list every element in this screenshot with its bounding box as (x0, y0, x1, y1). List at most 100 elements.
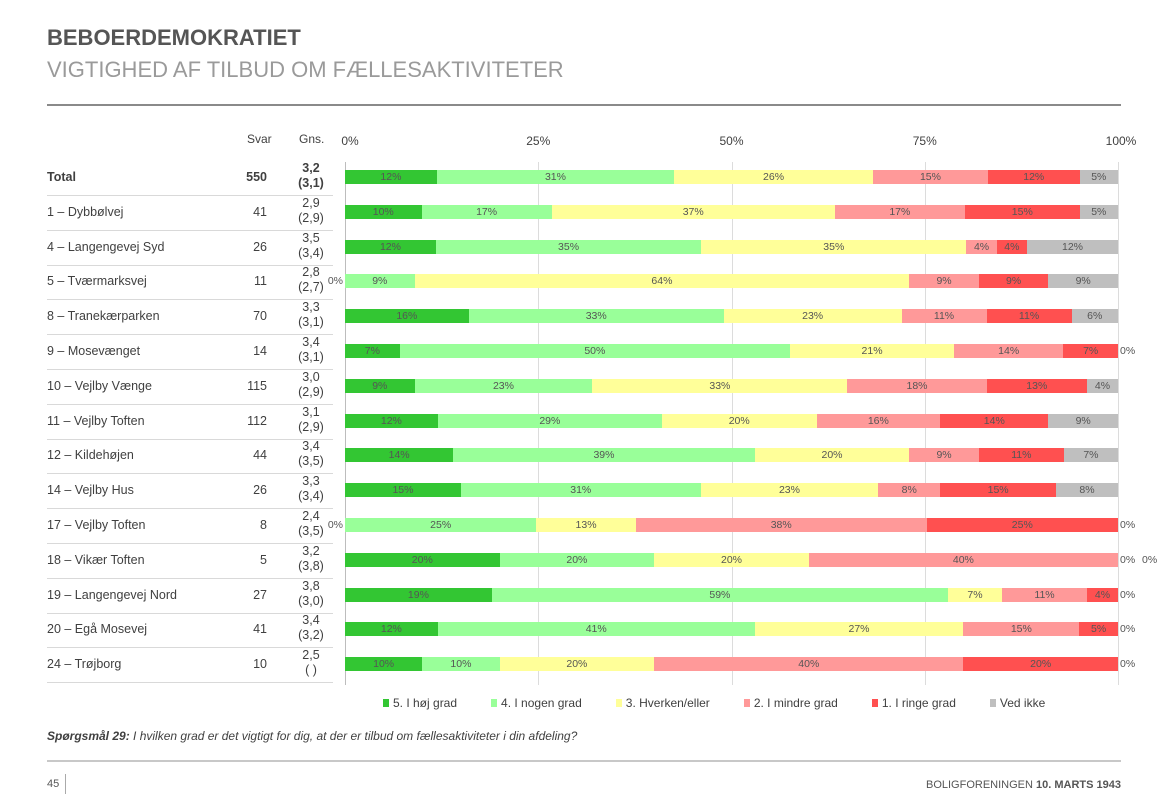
gns-previous: (3,5) (298, 454, 324, 469)
data-label: 15% (392, 484, 414, 497)
x-tick-label: 100% (1105, 134, 1137, 148)
data-label: 18% (906, 379, 928, 392)
legend-label: Ved ikke (999, 696, 1046, 710)
data-label: 7% (967, 588, 983, 601)
row-gns: 3,4 (3,5) (297, 439, 325, 469)
gns-current: 2,8 (302, 265, 320, 280)
bar-segment-2: 20% (499, 552, 655, 567)
bar-segment-6: 6% (1071, 309, 1118, 324)
bar-segment-4: 16% (816, 413, 941, 428)
chart-legend: 5. I høj grad 4. I nogen grad 3. Hverken/e… (383, 696, 1079, 710)
legend-item: 4. I nogen grad (491, 696, 582, 710)
bar-row: 9% 23% 33% 18% 13% 4% (345, 378, 1118, 393)
data-label: 5% (1091, 623, 1107, 636)
gns-current: 3,4 (302, 335, 320, 349)
row-svar: 112 (247, 413, 267, 428)
row-label: 11 – Vejlby Toften (47, 413, 145, 428)
row-gns: 3,5 (3,4) (297, 231, 325, 261)
legend-label: 2. I mindre grad (753, 696, 838, 710)
page-title: BEBOERDEMOKRATIET (47, 25, 301, 50)
footer-date: 10. MARTS 1943 (1036, 779, 1121, 791)
bar-row: 20% 20% 20% 40% 0% 0% (345, 552, 1157, 567)
data-label: 9% (372, 379, 388, 392)
gns-previous: (3,5) (298, 524, 324, 538)
gns-previous: (2,7) (298, 280, 324, 295)
data-label: 4% (1094, 588, 1111, 601)
bar-segment-3: 20% (654, 552, 809, 567)
bar-segment-6: 5% (1079, 170, 1118, 184)
bar-segment-5: 15% (940, 483, 1057, 498)
table-row: 19 – Langengevej Nord 27 3,8 (3,0) (47, 578, 333, 614)
gns-previous: (2,9) (298, 210, 324, 225)
row-gns: 3,1 (2,9) (297, 405, 325, 435)
legend-label: 1. I ringe grad (881, 696, 956, 710)
bar-row: 12% 29% 20% 16% 14% 9% (345, 413, 1118, 428)
data-label: 20% (821, 449, 843, 462)
data-label: 11% (1018, 310, 1040, 323)
gns-previous: ( ) (305, 663, 317, 678)
bar-segment-1: 16% (345, 309, 469, 324)
data-label: 14% (388, 449, 410, 462)
data-label: 29% (539, 414, 561, 427)
data-label: 4% (973, 240, 990, 253)
bar-segment-4: 38% (635, 518, 927, 532)
data-label: 40% (952, 553, 974, 566)
row-label: 5 – Tværmarksvej (47, 274, 147, 289)
question-label: Spørgsmål 29: (47, 729, 130, 743)
legend-label: 5. I høj grad (393, 696, 458, 710)
data-label: 23% (492, 379, 514, 392)
question-body: I hvilken grad er det vigtigt for dig, a… (129, 729, 578, 743)
row-svar: 41 (253, 622, 267, 637)
bar-segment-2: 31% (436, 170, 675, 184)
data-label: 11% (1011, 449, 1032, 462)
table-row: 8 – Tranekærparken 70 3,3 (3,1) (47, 299, 333, 336)
bar-segment-6: 9% (1048, 413, 1118, 428)
row-gns: 3,2 (3,8) (297, 544, 325, 574)
data-label: 11% (933, 310, 955, 323)
row-gns: 2,4 (3,5) (297, 509, 325, 539)
bar-segment-2: 9% (345, 274, 415, 289)
footer-org: BOLIGFORENINGEN (925, 779, 1037, 791)
bar-segment-2: 41% (437, 622, 755, 637)
bar-segment-5: 9% (978, 274, 1049, 289)
bar-segment-3: 21% (790, 344, 955, 358)
gns-current: 3,1 (302, 404, 320, 419)
data-label: 11% (1034, 588, 1055, 601)
legend-swatch (491, 699, 498, 707)
gns-previous: (3,4) (298, 245, 324, 260)
bar-segment-1: 7% (345, 344, 400, 358)
data-label: 26% (763, 171, 785, 183)
data-label: 33% (585, 310, 607, 323)
gns-previous: (3,1) (298, 350, 324, 364)
bar-row: 10% 10% 20% 40% 20% 0% (345, 657, 1135, 672)
bar-segment-3: 37% (551, 204, 835, 219)
row-label: 24 – Trøjborg (47, 657, 122, 672)
bar-segment-4: 15% (963, 622, 1080, 637)
data-label: 20% (728, 414, 750, 427)
data-label: 0% (1120, 345, 1136, 357)
gns-current: 3,3 (302, 474, 320, 489)
table-row: 10 – Vejlby Vænge 115 3,0 (2,9) (47, 369, 333, 405)
gns-previous: (2,9) (298, 419, 324, 434)
bar-segment-3: 35% (701, 239, 967, 254)
data-label: 17% (889, 205, 911, 218)
data-label: 35% (823, 240, 845, 253)
x-tick-label: 25% (526, 134, 551, 148)
bar-row: 0% 25% 13% 38% 25% 0% (328, 518, 1135, 532)
data-label: 0% (1120, 519, 1136, 531)
bar-segment-6: 4% (1087, 378, 1118, 393)
bar-segment-4: 40% (808, 552, 1118, 567)
row-label: 18 – Vikær Toften (47, 552, 145, 567)
bar-segment-3: 23% (700, 483, 879, 498)
bar-segment-4: 8% (878, 483, 941, 498)
table-row: Total 550 3,2 (3,1) (47, 160, 333, 196)
bar-segment-5: 11% (978, 448, 1064, 463)
data-label: 12% (1061, 240, 1084, 253)
row-svar: 550 (246, 170, 267, 184)
bar-segment-5: 13% (986, 378, 1088, 393)
legend-swatch (989, 699, 996, 707)
legend-label: 4. I nogen grad (501, 696, 582, 710)
bar-row: 12% 35% 35% 4% 4% 12% (345, 239, 1118, 254)
data-label: 17% (476, 205, 498, 218)
